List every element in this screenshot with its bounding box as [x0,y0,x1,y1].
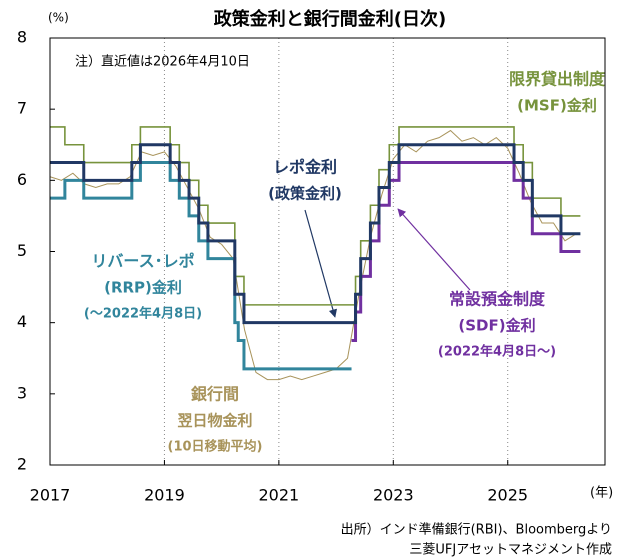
series-sublabel: 翌日物金利 [177,412,252,430]
arrow [397,208,471,291]
y-axis-label: (%) [48,11,69,25]
line [351,161,581,342]
series-sublabel: (SDF)金利 [458,317,535,335]
series-sublabel: (10日移動平均) [168,439,263,455]
line [50,161,352,371]
line [50,126,581,306]
y-tick-label: 7 [17,99,27,118]
series-sublabel: (政策金利) [268,185,342,203]
x-tick-label: 2023 [373,486,414,505]
x-axis-label: (年) [590,486,613,501]
series-label: 常設預金制度 [449,290,546,309]
arrow [304,209,338,318]
plot-frame [49,37,606,466]
series-label: 限界貸出制度 [509,70,606,89]
y-tick-label: 6 [17,170,27,189]
series-label: 銀行間 [191,385,239,404]
series-label: レポ金利 [273,158,337,177]
source: 三菱UFJアセットマネジメント作成 [409,543,612,558]
chart-title: 政策金利と銀行間金利(日次) [214,8,446,30]
series-sublabel: (RRP)金利 [104,279,182,297]
series-sublabel: (MSF)金利 [517,97,597,115]
y-tick-label: 8 [17,28,27,47]
y-tick-label: 5 [17,241,27,260]
note: 注）直近値は2026年4月10日 [75,54,250,70]
line [50,143,581,325]
x-tick-label: 2017 [30,486,71,505]
y-tick-label: 2 [17,455,27,474]
y-tick-label: 4 [17,312,27,331]
x-tick-label: 2019 [144,486,185,505]
y-tick-label: 3 [17,383,27,402]
series-sublabel: (～2022年4月8日) [84,306,202,322]
line [49,129,577,381]
series-sublabel: (2022年4月8日～) [438,344,556,360]
source: 出所）インド準備銀行(RBI)、Bloombergより [341,522,612,538]
series-label: リバース･レポ [91,252,194,271]
x-tick-label: 2021 [259,486,300,505]
x-tick-label: 2025 [487,486,528,505]
